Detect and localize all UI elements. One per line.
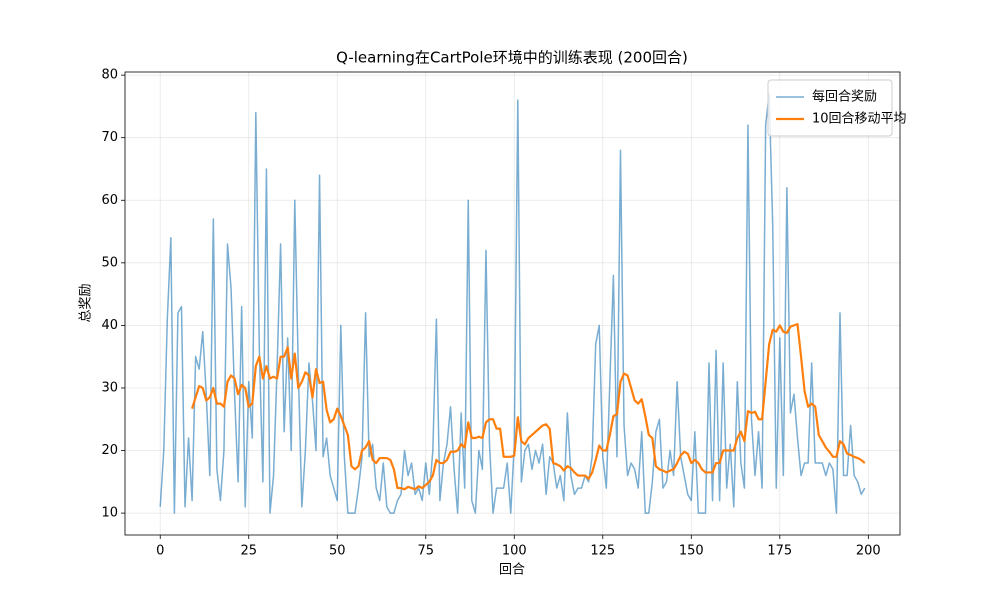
x-tick-label: 0 (156, 544, 164, 559)
x-tick-label: 50 (329, 544, 346, 559)
x-axis-label: 回合 (499, 563, 525, 578)
x-tick-label: 25 (240, 544, 257, 559)
y-tick-label: 20 (101, 443, 118, 458)
data-line (191, 323, 866, 491)
legend-box (767, 79, 893, 137)
axes-frame (124, 71, 901, 536)
chart-title: Q-learning在CartPole环境中的训练表现 (200回合) (336, 49, 688, 67)
y-tick-label: 50 (101, 255, 118, 270)
y-axis-label: 总奖励 (79, 283, 94, 322)
x-tick-label: 200 (856, 544, 881, 559)
data-line (159, 93, 866, 514)
y-tick-label: 60 (101, 193, 118, 208)
x-tick-label: 150 (679, 544, 704, 559)
y-tick-label: 30 (101, 380, 118, 395)
y-tick-label: 40 (101, 318, 118, 333)
legend-label: 10回合移动平均 (812, 112, 907, 127)
y-tick-label: 70 (101, 130, 118, 145)
x-tick-label: 100 (502, 544, 527, 559)
legend-label: 每回合奖励 (812, 89, 877, 105)
y-tick-label: 80 (101, 68, 118, 83)
y-tick-label: 10 (101, 506, 118, 521)
x-tick-label: 125 (590, 544, 615, 559)
x-tick-label: 175 (767, 544, 792, 559)
x-tick-label: 75 (417, 544, 434, 559)
